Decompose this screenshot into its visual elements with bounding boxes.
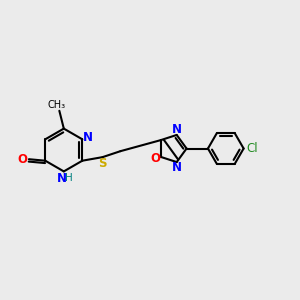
Text: N: N [83, 131, 93, 144]
Text: N: N [57, 172, 67, 185]
Text: N: N [172, 161, 182, 174]
Text: N: N [172, 123, 182, 136]
Text: Cl: Cl [246, 142, 258, 155]
Text: O: O [17, 153, 27, 166]
Text: S: S [99, 157, 107, 169]
Text: CH₃: CH₃ [47, 100, 65, 110]
Text: H: H [65, 173, 73, 183]
Text: O: O [150, 152, 161, 165]
